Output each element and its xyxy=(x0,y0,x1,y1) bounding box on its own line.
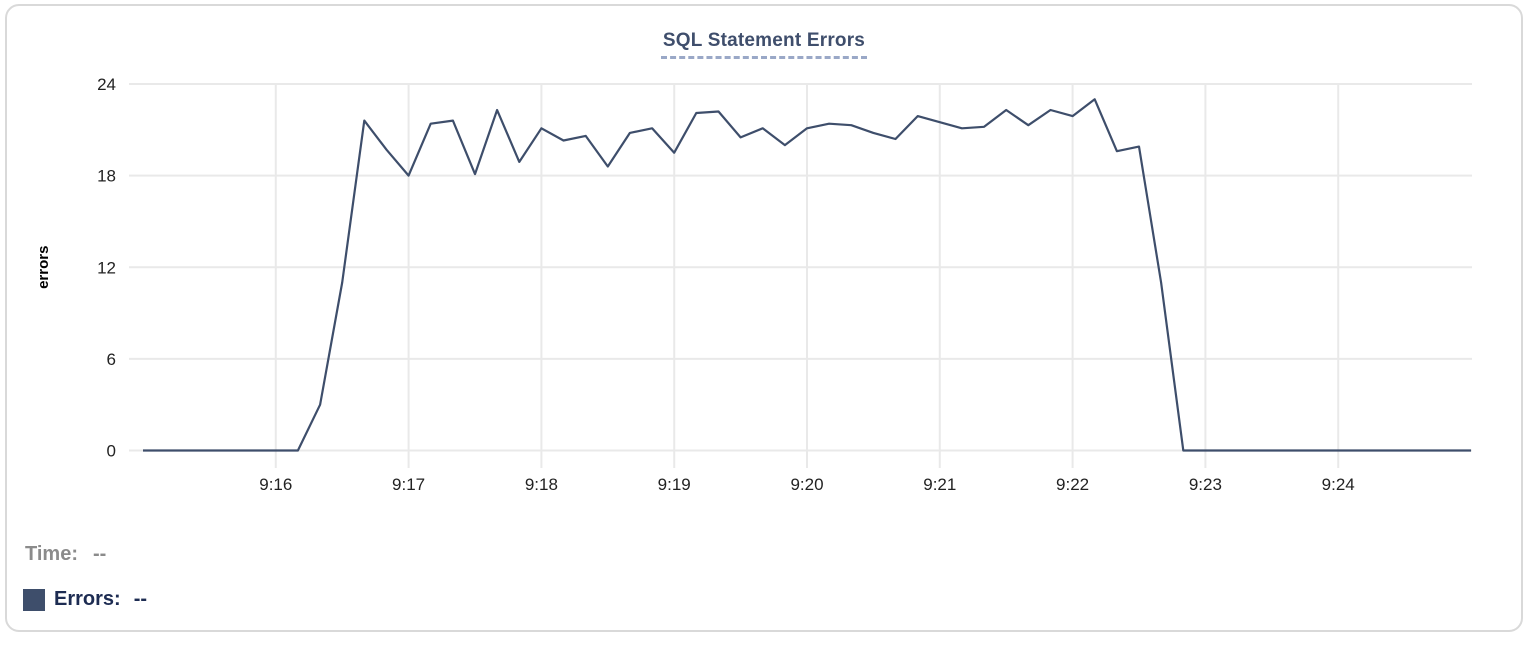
chart-card xyxy=(5,4,1523,632)
y-tick-label: 24 xyxy=(97,75,116,94)
chart-title[interactable]: SQL Statement Errors xyxy=(660,30,868,59)
sql-statement-errors-chart[interactable]: 0 6 12 18 24 9:16 9:17 9:18 9:19 9:20 9:21 9:22 9:23… xyxy=(0,0,1528,510)
x-tick-label: 9:18 xyxy=(525,475,558,494)
x-tick-label: 9:22 xyxy=(1056,475,1089,494)
legend-errors-row[interactable]: Errors: -- xyxy=(23,588,147,611)
x-tick-label: 9:17 xyxy=(392,475,425,494)
x-tick-label: 9:16 xyxy=(259,475,292,494)
errors-series-swatch xyxy=(23,588,45,611)
y-tick-label: 0 xyxy=(107,442,116,461)
legend-time-value: -- xyxy=(92,543,107,565)
legend-time-row: Time: -- xyxy=(25,543,106,566)
x-tick-label: 9:19 xyxy=(658,475,691,494)
x-tick-label: 9:24 xyxy=(1322,475,1355,494)
x-tick-label: 9:23 xyxy=(1189,475,1222,494)
x-tick-label: 9:21 xyxy=(923,475,956,494)
legend-errors-label: Errors: xyxy=(54,588,121,610)
y-tick-label: 12 xyxy=(97,258,116,277)
plot-area[interactable] xyxy=(129,84,1472,468)
errors-series-line xyxy=(143,98,1471,452)
y-tick-label: 18 xyxy=(97,167,116,186)
legend-errors-value: -- xyxy=(133,588,148,610)
legend-time-label: Time: xyxy=(25,543,78,565)
y-tick-label: 6 xyxy=(107,350,116,369)
x-tick-label: 9:20 xyxy=(790,475,823,494)
y-axis-label: errors xyxy=(35,246,52,289)
chart-title-row: SQL Statement Errors xyxy=(0,30,1528,59)
